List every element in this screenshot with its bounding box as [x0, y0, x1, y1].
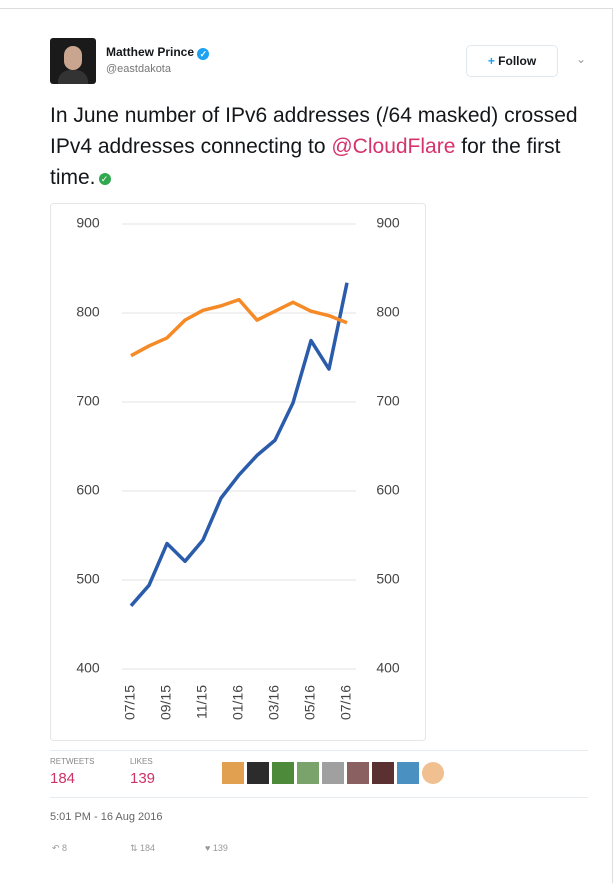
tweet-end: for the first time. [50, 135, 561, 189]
reply-count[interactable]: 8 [62, 843, 68, 853]
retweets-count[interactable]: 184 [50, 770, 76, 787]
line-series [130, 297, 348, 358]
tweet-text: In June number of IPv6 addresses (/64 ma… [50, 100, 595, 193]
likes-count[interactable]: 139 [130, 770, 156, 787]
check-emoji: ✓ [98, 173, 111, 185]
y2-tick-label: 800 [376, 304, 400, 320]
y-tick-label: 700 [76, 393, 100, 409]
y-tick-label: 900 [76, 215, 100, 231]
y2-tick-label: 500 [376, 571, 400, 587]
card-border [0, 8, 613, 883]
like-count[interactable]: 139 [212, 843, 228, 853]
author-name-text[interactable]: Matthew Prince [106, 45, 195, 59]
y-tick-label: 800 [76, 304, 100, 320]
divider [50, 750, 588, 751]
chart-frame [50, 203, 426, 741]
follow-button[interactable]: + Follow [466, 45, 558, 77]
chart[interactable]: 400 500 600 700 800 900 400 500 600 700 800 900 07/1… [50, 203, 426, 741]
y2-tick-label: 400 [376, 660, 400, 676]
x-tick-label: 11/15 [194, 685, 210, 719]
x-tick-label: 01/16 [230, 685, 246, 720]
avatar[interactable] [50, 38, 96, 84]
y-tick-label: 400 [76, 660, 100, 676]
x-tick-label: 09/15 [158, 685, 174, 720]
x-tick-label: 05/16 [302, 685, 318, 720]
tweet-body: In June number of IPv6 addresses (/64 ma… [50, 104, 578, 158]
like-action[interactable]: ♥ 139 [205, 843, 228, 853]
author-handle[interactable]: @eastdakota [106, 63, 171, 75]
caret[interactable]: ⌄ [576, 52, 587, 66]
x-tick-label: 03/16 [266, 685, 282, 720]
reply-action[interactable]: ↶ 8 [52, 843, 68, 853]
y-tick-label: 600 [76, 482, 100, 498]
follow-label[interactable]: Follow [498, 54, 537, 68]
timestamp[interactable]: 5:01 PM - 16 Aug 2016 [50, 811, 163, 823]
author-name[interactable]: Matthew Prince ✓ [106, 45, 210, 60]
x-tick-label: 07/16 [338, 685, 354, 720]
x-tick-label: 07/15 [122, 685, 138, 720]
mention[interactable]: @CloudFlare [331, 135, 456, 158]
liker-avatars[interactable] [222, 762, 444, 784]
y-tick-label: 500 [76, 571, 100, 587]
y2-tick-label: 700 [376, 393, 400, 409]
retweets-label[interactable]: RETWEETS [50, 757, 95, 766]
retweet-count[interactable]: 184 [140, 843, 156, 853]
line-series [129, 282, 349, 607]
likes-label[interactable]: LIKES [130, 757, 153, 766]
y2-tick-label: 900 [376, 215, 400, 231]
y2-tick-label: 600 [376, 482, 400, 498]
verified-badge: ✓ [197, 48, 210, 60]
divider [50, 797, 588, 798]
retweet-action[interactable]: ⇅ 184 [130, 843, 156, 853]
